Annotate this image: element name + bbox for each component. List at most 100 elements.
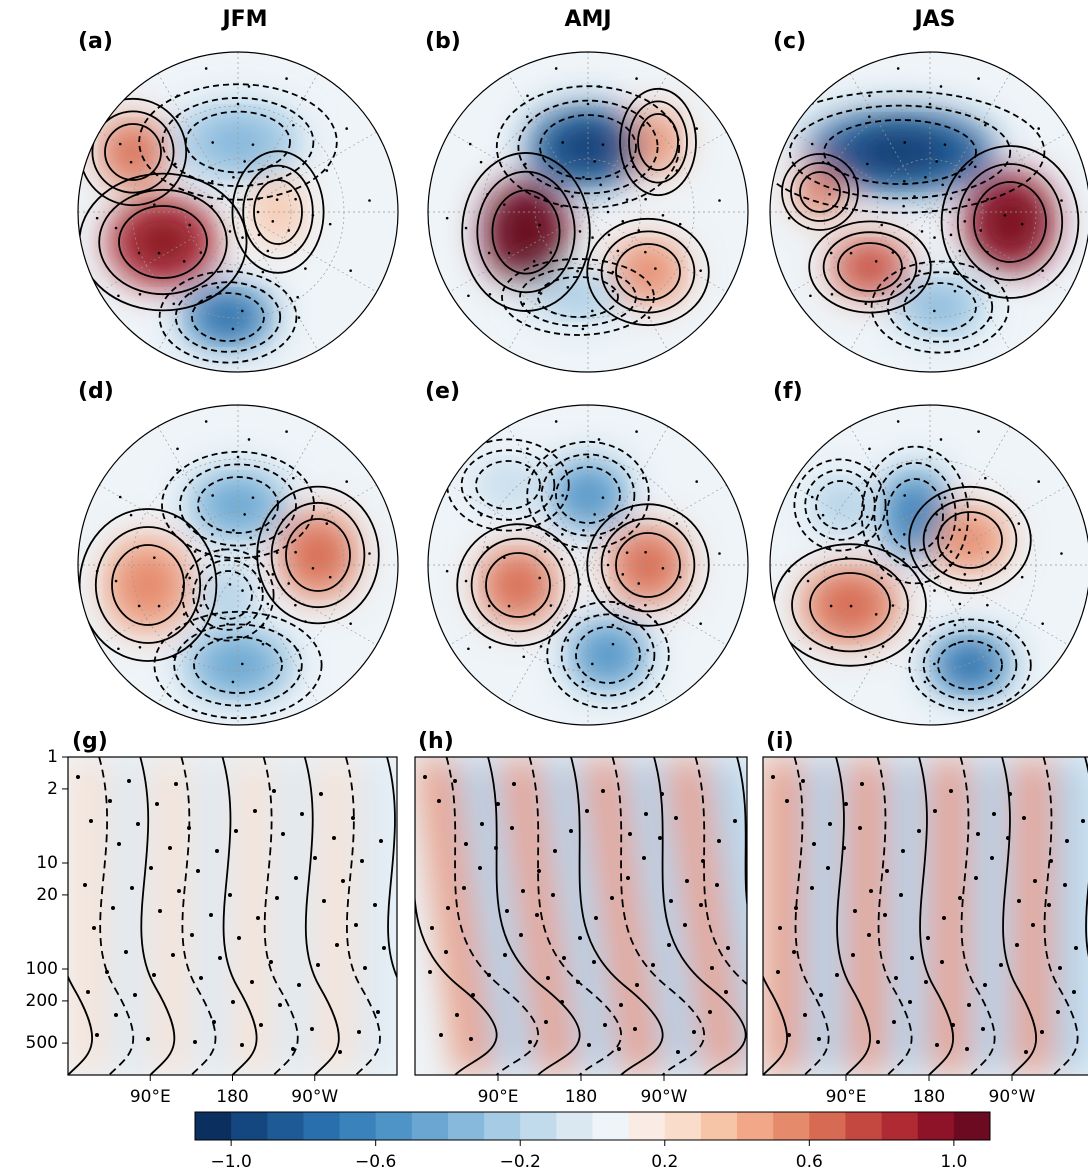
stipple xyxy=(984,123,987,127)
contour xyxy=(179,463,297,547)
contour xyxy=(446,438,570,532)
y-tick-label: 2 xyxy=(47,779,58,799)
stipple xyxy=(920,230,924,233)
stipple xyxy=(949,233,953,237)
stipple xyxy=(933,589,936,592)
contour xyxy=(495,85,681,209)
stipple xyxy=(488,292,492,296)
stipple xyxy=(866,162,869,166)
stipple xyxy=(193,550,197,553)
stipple xyxy=(138,645,142,649)
stipple xyxy=(977,430,980,433)
stipple xyxy=(828,192,831,196)
stipple xyxy=(294,876,298,880)
stipple xyxy=(172,655,176,659)
stipple xyxy=(560,557,563,561)
stipple xyxy=(868,94,871,98)
stipple xyxy=(218,956,222,960)
colorbar-segment xyxy=(628,1112,666,1140)
stipple xyxy=(949,586,953,590)
stipple xyxy=(221,548,224,551)
stipple xyxy=(177,889,181,893)
stipple xyxy=(250,980,254,984)
stipple xyxy=(95,1033,99,1037)
stipple xyxy=(633,1027,637,1031)
stipple xyxy=(292,123,295,127)
stipple xyxy=(611,289,615,293)
stipple xyxy=(199,604,203,607)
stipple xyxy=(439,1033,443,1037)
stipple xyxy=(554,420,558,423)
shade-stripe xyxy=(848,757,885,1075)
stipple xyxy=(986,250,989,254)
stipple xyxy=(467,294,470,298)
stipple xyxy=(525,468,529,471)
stipple xyxy=(949,550,953,553)
stipple xyxy=(646,295,649,299)
stipple xyxy=(908,639,912,642)
stipple xyxy=(607,197,611,200)
stipple xyxy=(942,916,946,920)
contour xyxy=(973,181,1047,263)
stipple xyxy=(133,993,137,997)
stipple xyxy=(988,295,991,299)
stipple xyxy=(174,515,177,519)
stipple xyxy=(1024,1050,1028,1054)
stipple xyxy=(522,302,526,306)
stipple xyxy=(1058,966,1062,970)
stipple xyxy=(902,557,905,561)
stipple xyxy=(216,286,220,289)
stipple xyxy=(253,809,257,813)
stipple xyxy=(569,829,573,833)
stipple xyxy=(701,859,705,863)
stipple xyxy=(216,639,220,642)
stipple xyxy=(979,582,983,585)
stipple xyxy=(199,251,203,254)
stipple xyxy=(611,642,615,646)
shade-core xyxy=(852,132,948,172)
stipple xyxy=(182,260,186,263)
stipple xyxy=(963,220,967,223)
stipple xyxy=(849,251,853,255)
stipple xyxy=(257,586,261,590)
contour xyxy=(790,162,850,222)
stipple xyxy=(256,210,260,214)
stipple xyxy=(158,909,162,913)
y-tick-label: 20 xyxy=(36,885,58,905)
stipple xyxy=(868,447,871,451)
stipple xyxy=(913,195,916,198)
stipple xyxy=(896,420,900,423)
stipple xyxy=(294,550,297,554)
stipple xyxy=(1017,899,1021,903)
stipple xyxy=(935,160,938,163)
stipple xyxy=(551,893,555,897)
shade-core xyxy=(298,532,338,578)
contour xyxy=(519,267,637,327)
stipple xyxy=(986,197,989,201)
shade-stripe xyxy=(931,757,968,1075)
stipple xyxy=(591,662,594,666)
polar-panel xyxy=(78,52,398,372)
stipple xyxy=(129,160,133,164)
stipple xyxy=(538,576,542,580)
stipple xyxy=(902,533,906,536)
stipple xyxy=(271,220,275,223)
stipple xyxy=(918,269,921,273)
stipple xyxy=(586,102,590,106)
stipple xyxy=(368,199,371,202)
shading xyxy=(765,757,1088,1075)
contour xyxy=(628,100,688,184)
stipple xyxy=(376,1010,380,1014)
stipple xyxy=(953,642,957,646)
stipple xyxy=(718,199,721,202)
stipple xyxy=(137,251,141,255)
stipple xyxy=(695,127,698,130)
section-panel xyxy=(763,757,1088,1075)
shade-stripe xyxy=(583,757,660,1075)
stipple xyxy=(923,680,927,684)
stipple xyxy=(943,143,947,146)
stipple xyxy=(535,913,539,917)
stipple xyxy=(1003,566,1007,570)
stipple xyxy=(505,909,509,913)
contour xyxy=(918,757,954,1075)
